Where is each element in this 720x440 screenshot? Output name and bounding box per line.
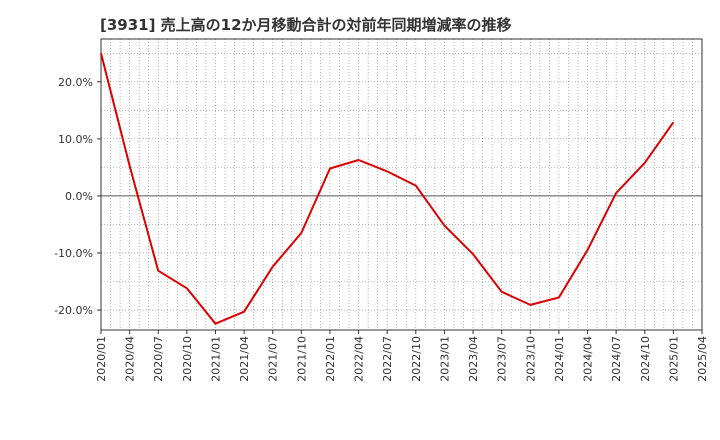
x-tick-label: 2024/07 <box>610 336 623 382</box>
y-tick-label: 0.0% <box>65 190 93 203</box>
x-axis-ticks: 2020/01 2020/04 2020/07 2020/10 2021/01 2021/… <box>95 330 709 382</box>
series-layer <box>100 53 675 325</box>
x-tick-label: 2020/07 <box>152 336 165 382</box>
x-tick-label: 2023/07 <box>496 336 509 382</box>
y-axis-ticks: 20.0% 10.0% 0.0% -10.0% -20.0% <box>54 76 101 317</box>
x-tick-label: 2020/04 <box>124 336 137 382</box>
x-tick-label: 2024/10 <box>639 336 652 382</box>
x-tick-label: 2022/07 <box>381 336 394 382</box>
x-tick-label: 2023/01 <box>438 336 451 382</box>
x-tick-label: 2023/10 <box>524 336 537 382</box>
x-tick-label: 2020/01 <box>95 336 108 382</box>
x-tick-label: 2021/04 <box>238 336 251 382</box>
x-tick-label: 2025/01 <box>667 336 680 382</box>
chart-title: [3931] 売上高の12か月移動合計の対前年同期増減率の推移 <box>100 16 512 34</box>
x-tick-label: 2022/10 <box>410 336 423 382</box>
x-tick-label: 2021/10 <box>295 336 308 382</box>
y-tick-label: -10.0% <box>54 247 93 260</box>
x-tick-label: 2020/10 <box>181 336 194 382</box>
x-tick-label: 2023/04 <box>467 336 480 382</box>
y-tick-label: 20.0% <box>58 76 93 89</box>
x-tick-label: 2024/01 <box>553 336 566 382</box>
grid <box>101 39 702 330</box>
plot-frame <box>100 38 703 331</box>
x-tick-label: 2025/04 <box>696 336 709 382</box>
x-tick-label: 2022/04 <box>353 336 366 382</box>
x-tick-label: 2024/04 <box>582 336 595 382</box>
x-tick-label: 2022/01 <box>324 336 337 382</box>
x-tick-label: 2021/01 <box>209 336 222 382</box>
y-tick-label: 10.0% <box>58 133 93 146</box>
series-line <box>100 53 675 325</box>
x-tick-label: 2021/07 <box>267 336 280 382</box>
y-tick-label: -20.0% <box>54 304 93 317</box>
